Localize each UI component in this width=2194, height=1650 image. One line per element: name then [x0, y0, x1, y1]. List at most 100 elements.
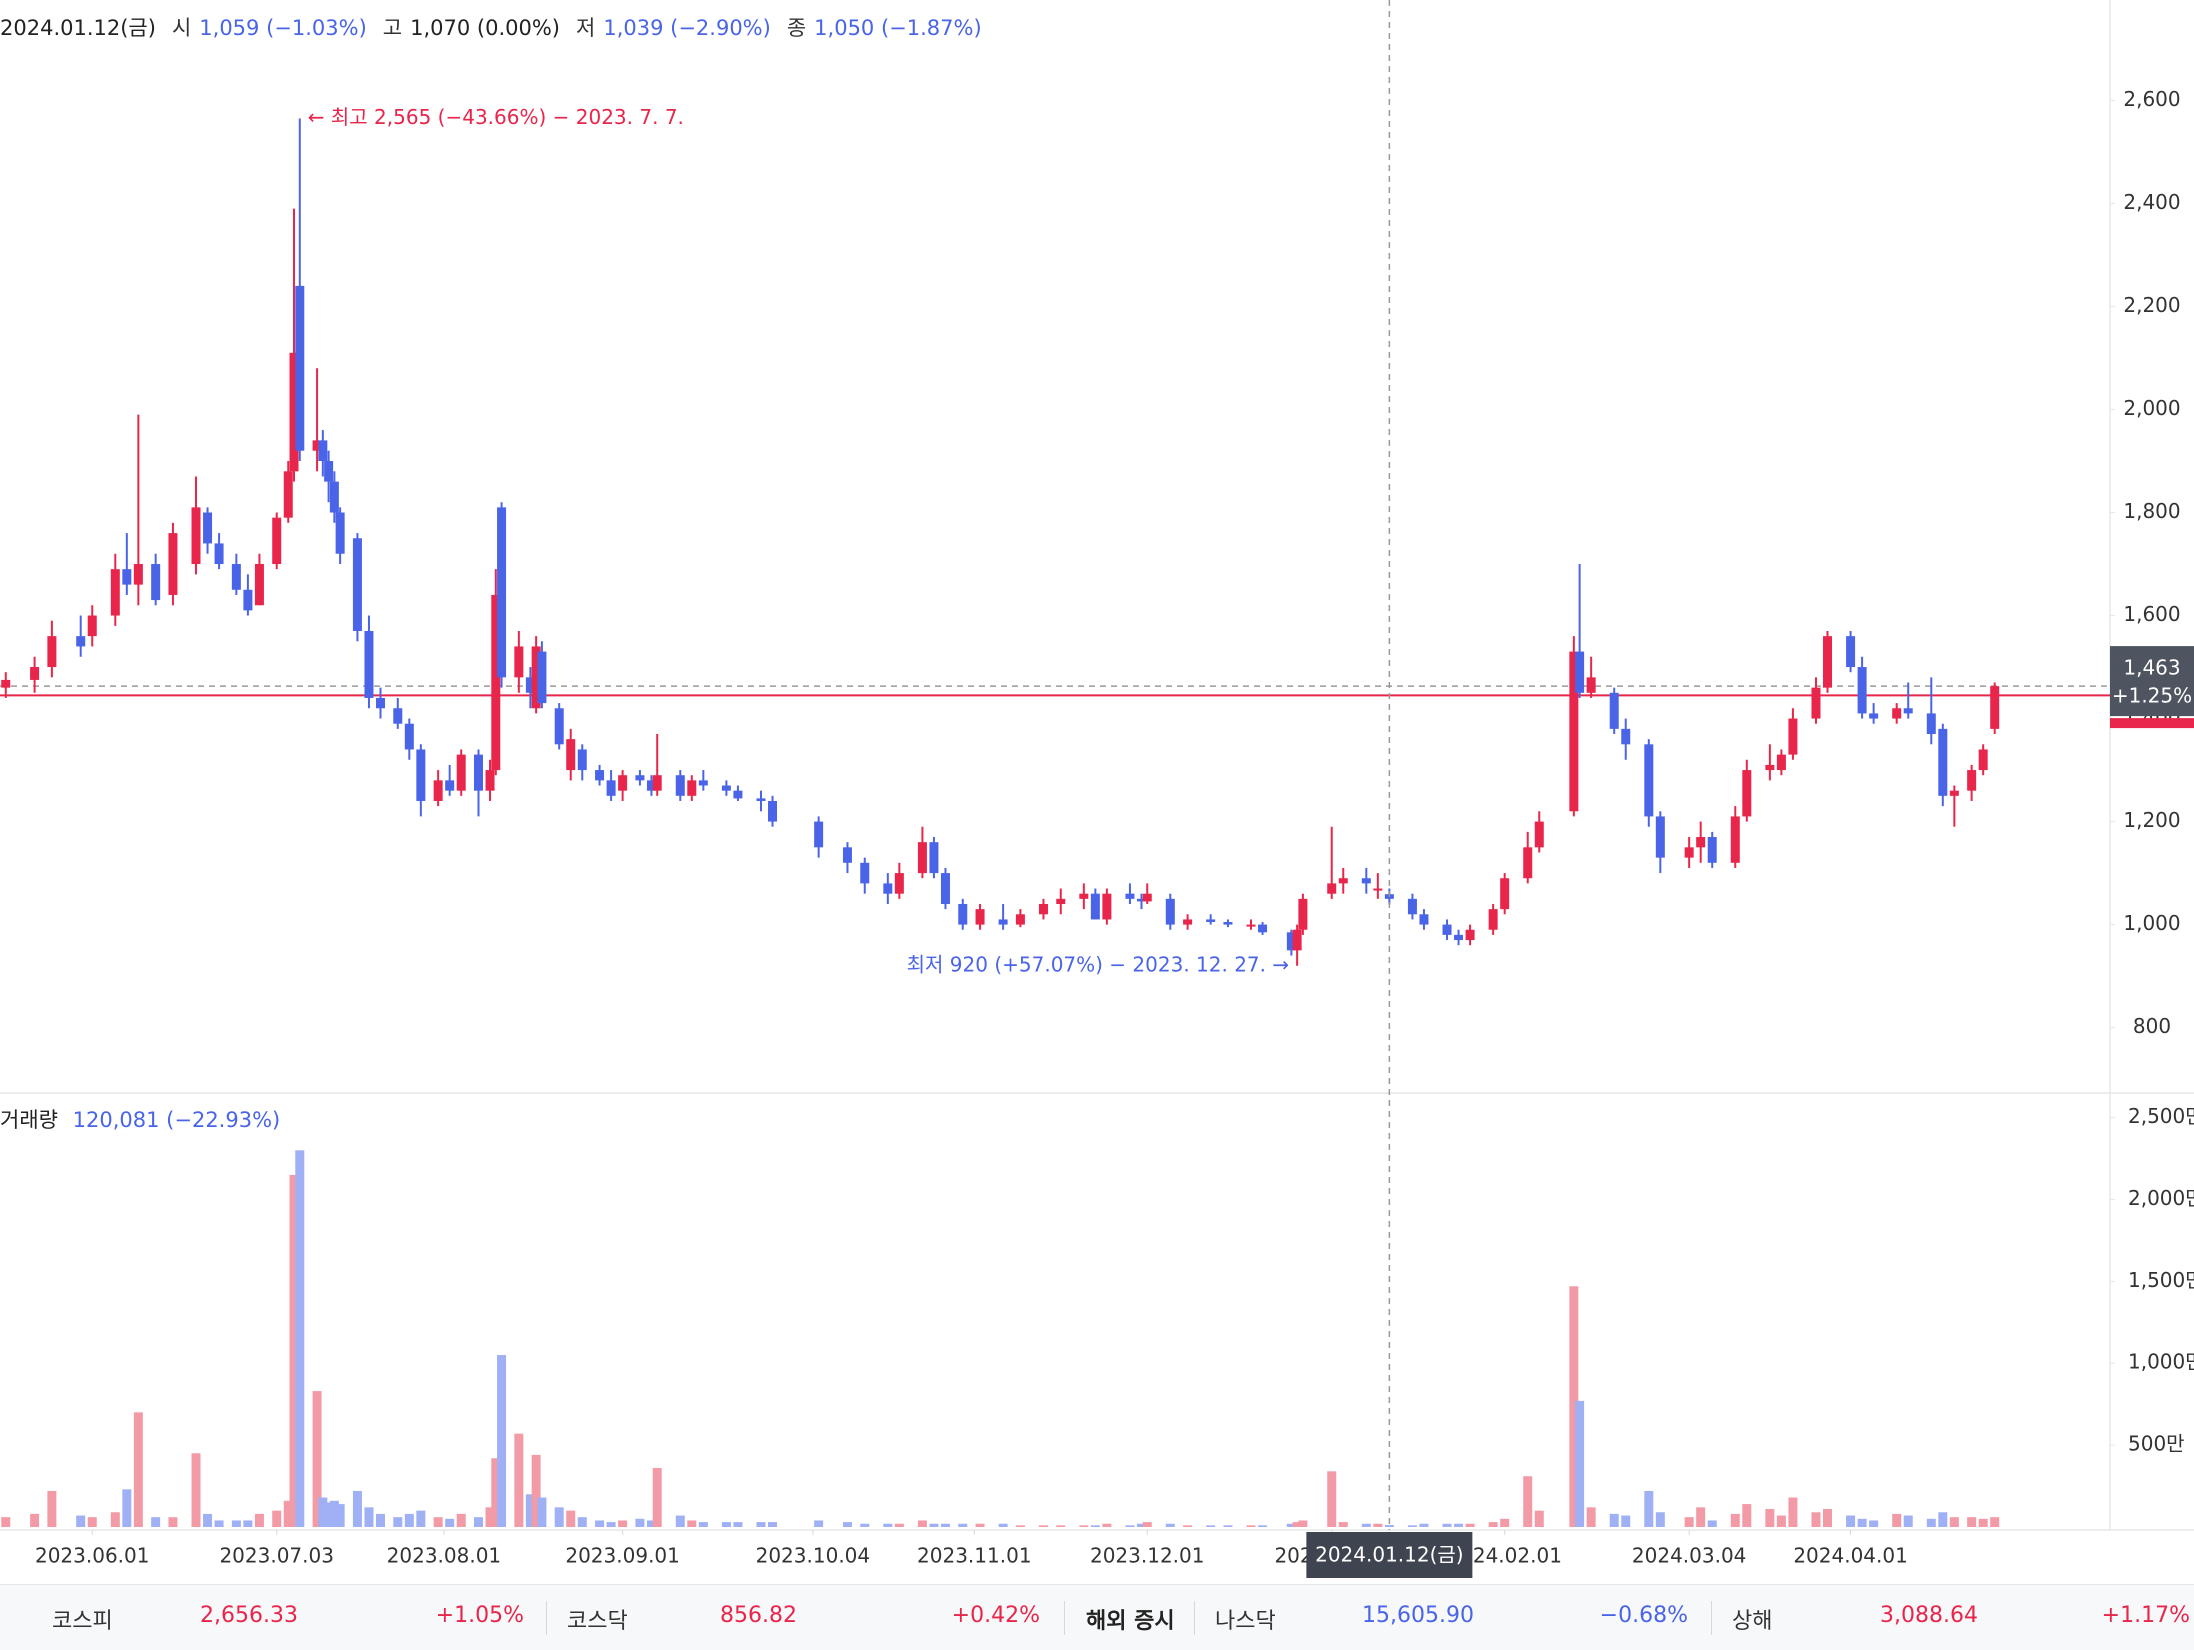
candle-body	[675, 775, 685, 796]
volume-bar	[231, 1520, 241, 1527]
annotation: ← 최고 2,565 (−43.66%) − 2023. 7. 7.	[308, 105, 684, 129]
candle-body	[721, 785, 731, 791]
volume-bar	[1586, 1507, 1596, 1527]
volume-bar	[1, 1517, 11, 1527]
candle-body	[1136, 898, 1146, 902]
candle-body	[416, 749, 426, 801]
market-value: 2,656.33	[200, 1603, 298, 1628]
candle-body	[1569, 651, 1579, 812]
candle-body	[1102, 893, 1112, 920]
separator	[1194, 1601, 1195, 1635]
candle-body	[1183, 919, 1193, 925]
hover-value: 1,039 (−2.90%)	[603, 16, 771, 40]
candle-body	[756, 798, 766, 801]
candle-body	[554, 708, 564, 745]
volume-bar	[214, 1520, 224, 1527]
volume-bar	[329, 1500, 339, 1527]
candle-body	[1586, 677, 1596, 693]
candle-body	[1407, 898, 1417, 915]
volume-bar	[375, 1513, 385, 1527]
candle-body	[1223, 922, 1233, 925]
volume-info: 거래량 120,081 (−22.93%)	[0, 1104, 280, 1134]
candle-body	[1990, 686, 2000, 729]
volume-tick-label: 500만	[2128, 1432, 2185, 1456]
candle-body	[433, 780, 443, 801]
candle-body	[1292, 929, 1302, 951]
volume-bar	[940, 1523, 950, 1527]
volume-bar	[525, 1494, 535, 1527]
volume-bar	[1361, 1523, 1371, 1527]
volume-bar	[473, 1517, 483, 1527]
volume-bar	[1206, 1525, 1216, 1527]
volume-bar	[318, 1497, 328, 1527]
candle-body	[1090, 893, 1100, 920]
volume-bar	[635, 1518, 645, 1527]
volume-bar	[1811, 1512, 1821, 1527]
volume-bar	[1090, 1525, 1100, 1527]
candle-body	[254, 564, 264, 606]
candle-body	[214, 543, 224, 565]
candle-body	[1142, 893, 1152, 902]
volume-bar	[929, 1523, 939, 1527]
candle-body	[1609, 692, 1619, 729]
candle-body	[352, 538, 362, 631]
candle-body	[1327, 883, 1337, 894]
volume-bar	[958, 1523, 968, 1527]
volume-bar	[1869, 1520, 1879, 1527]
hover-item: 저 1,039 (−2.90%)	[576, 12, 771, 42]
volume-bar	[1500, 1518, 1510, 1527]
candle-body	[1869, 713, 1879, 719]
candle-body	[514, 646, 524, 678]
volume-bar	[1015, 1525, 1025, 1527]
candle-body	[531, 646, 541, 709]
volume-bar	[1892, 1513, 1902, 1527]
y-tick-label: 1,800	[2123, 499, 2180, 523]
volume-bar	[531, 1454, 541, 1527]
volume-bar	[1407, 1525, 1417, 1527]
candle-body	[1488, 909, 1498, 930]
y-tick-label: 2,000	[2123, 396, 2180, 420]
volume-bar	[514, 1433, 524, 1527]
candle-body	[1465, 929, 1475, 941]
volume-bar	[1258, 1525, 1268, 1527]
candle-body	[652, 775, 662, 791]
candle-body	[76, 636, 86, 647]
volume-bar	[1183, 1525, 1193, 1527]
candle-body	[324, 461, 334, 482]
last-change-label: +1.25%	[2112, 684, 2192, 708]
volume-bar	[577, 1517, 587, 1527]
candle-body	[47, 636, 57, 668]
y-tick-label: 2,400	[2123, 190, 2180, 214]
volume-bar	[698, 1522, 708, 1527]
candle-body	[1, 679, 11, 688]
hover-label: 고	[382, 16, 403, 40]
volume-bar	[842, 1522, 852, 1527]
candle-body	[231, 564, 241, 590]
volume-bar	[1684, 1517, 1694, 1527]
candle-body	[1823, 636, 1833, 688]
volume-bar	[312, 1391, 322, 1527]
volume-bar	[1926, 1518, 1936, 1527]
volume-bar	[1707, 1520, 1717, 1527]
candle-body	[1373, 888, 1383, 891]
last-price-box	[2110, 646, 2194, 717]
candle-body	[1534, 821, 1544, 848]
candle-body	[1730, 816, 1740, 863]
volume-bar	[243, 1520, 253, 1527]
candle-body	[606, 780, 616, 796]
volume-bar	[1079, 1525, 1089, 1527]
chart: 8001,0001,2001,4001,6001,8002,0002,2002,…	[0, 0, 2194, 1578]
candle-body	[30, 667, 40, 680]
annotation: 최저 920 (+57.07%) − 2023. 12. 27. →	[907, 952, 1289, 976]
market-value: 15,605.90	[1362, 1603, 1474, 1628]
volume-bar	[1569, 1286, 1579, 1527]
candle-body	[958, 903, 968, 925]
volume-bar	[47, 1490, 57, 1527]
volume-bar	[295, 1150, 305, 1527]
candle-body	[814, 821, 824, 848]
candle-body	[473, 754, 483, 791]
candle-body	[768, 800, 778, 822]
candle-body	[698, 780, 708, 786]
overseas-label: 해외 증시	[1086, 1609, 1175, 1634]
